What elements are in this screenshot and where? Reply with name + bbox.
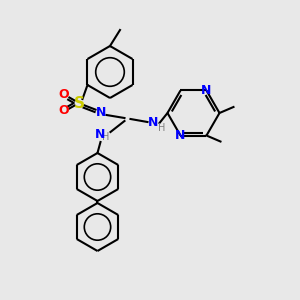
Text: S: S [74, 95, 85, 110]
Text: O: O [58, 104, 69, 118]
Text: N: N [201, 84, 212, 97]
Text: H: H [158, 123, 165, 133]
Text: H: H [102, 132, 109, 142]
Text: N: N [175, 129, 186, 142]
Text: N: N [148, 116, 159, 130]
Text: N: N [96, 106, 107, 119]
Text: O: O [58, 88, 69, 101]
Text: N: N [95, 128, 106, 142]
